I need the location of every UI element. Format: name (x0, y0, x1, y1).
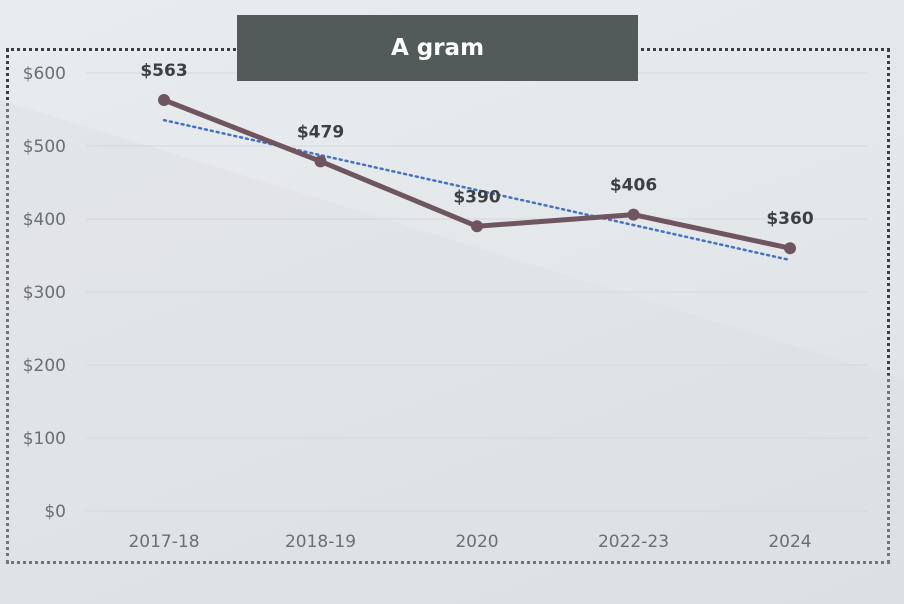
x-tick-label: 2024 (768, 532, 811, 552)
data-point (471, 220, 483, 233)
y-tick-label: $0 (44, 502, 66, 522)
data-label: $563 (140, 61, 187, 81)
x-tick-label: 2020 (455, 532, 498, 552)
data-point (784, 242, 796, 255)
y-tick-label: $300 (23, 283, 66, 303)
x-tick-label: 2018-19 (285, 532, 356, 552)
y-tick-label: $600 (23, 64, 66, 84)
data-label: $390 (453, 187, 500, 207)
data-point (314, 155, 327, 168)
y-tick-label: $500 (23, 137, 66, 157)
y-tick-label: $200 (23, 356, 66, 376)
data-point (627, 208, 640, 221)
y-tick-label: $400 (23, 210, 66, 230)
data-label: $406 (610, 176, 657, 196)
data-label: $479 (297, 122, 344, 142)
y-tick-label: $100 (23, 429, 66, 449)
x-tick-label: 2022-23 (598, 532, 669, 552)
x-tick-label: 2017-18 (128, 532, 199, 552)
data-point (158, 94, 170, 107)
chart-title: A gram (237, 15, 638, 81)
data-label: $360 (766, 209, 813, 229)
